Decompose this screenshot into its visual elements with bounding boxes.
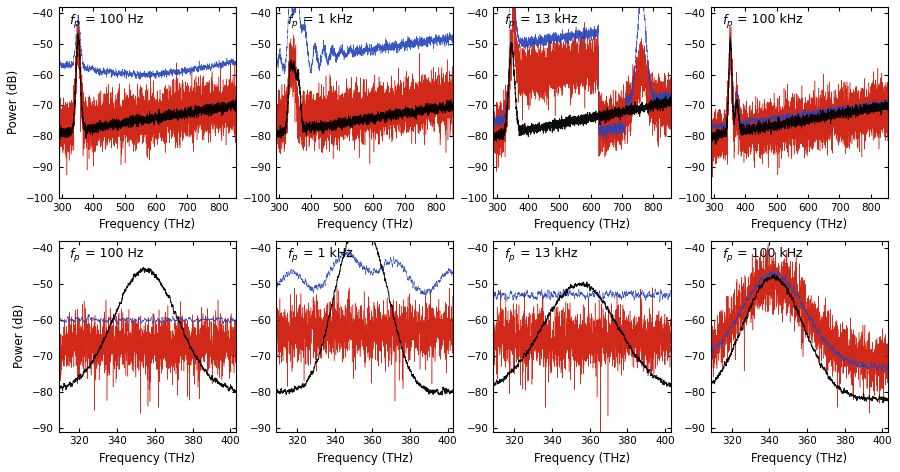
Text: = 100 kHz: = 100 kHz <box>737 13 803 25</box>
X-axis label: Frequency (THz): Frequency (THz) <box>752 218 848 231</box>
Y-axis label: Power (dB): Power (dB) <box>14 304 26 368</box>
Text: $f_p$: $f_p$ <box>722 13 734 31</box>
Text: $f_p$: $f_p$ <box>69 13 81 31</box>
X-axis label: Frequency (THz): Frequency (THz) <box>534 452 630 465</box>
Text: $f_p$: $f_p$ <box>287 246 298 265</box>
Text: = 100 kHz: = 100 kHz <box>737 246 803 260</box>
Text: $f_p$: $f_p$ <box>504 13 516 31</box>
Text: $f_p$: $f_p$ <box>722 246 734 265</box>
Text: = 1 kHz: = 1 kHz <box>302 13 352 25</box>
Text: = 13 kHz: = 13 kHz <box>520 13 578 25</box>
X-axis label: Frequency (THz): Frequency (THz) <box>317 218 413 231</box>
Text: = 100 Hz: = 100 Hz <box>86 246 144 260</box>
Text: = 13 kHz: = 13 kHz <box>520 246 578 260</box>
X-axis label: Frequency (THz): Frequency (THz) <box>752 452 848 465</box>
Text: $f_p$: $f_p$ <box>69 246 81 265</box>
Y-axis label: Power (dB): Power (dB) <box>7 70 20 135</box>
Text: = 1 kHz: = 1 kHz <box>302 246 352 260</box>
Text: $f_p$: $f_p$ <box>287 13 298 31</box>
X-axis label: Frequency (THz): Frequency (THz) <box>99 452 195 465</box>
X-axis label: Frequency (THz): Frequency (THz) <box>99 218 195 231</box>
X-axis label: Frequency (THz): Frequency (THz) <box>534 218 630 231</box>
Text: = 100 Hz: = 100 Hz <box>86 13 144 25</box>
X-axis label: Frequency (THz): Frequency (THz) <box>317 452 413 465</box>
Text: $f_p$: $f_p$ <box>504 246 516 265</box>
